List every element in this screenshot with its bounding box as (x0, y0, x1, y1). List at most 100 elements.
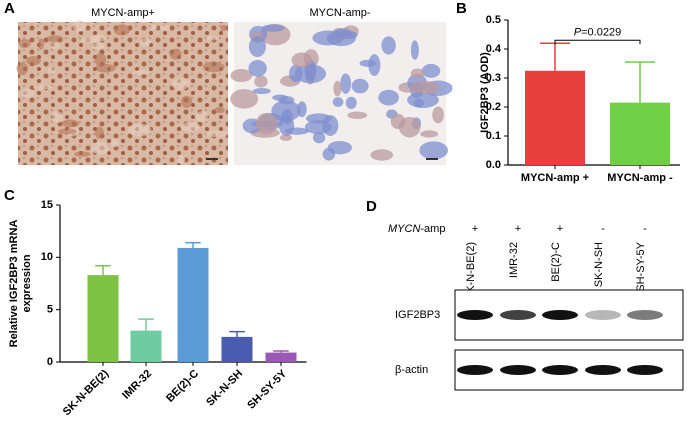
ihc-stain (378, 89, 399, 106)
ihc-stain (332, 97, 344, 107)
bar (87, 275, 119, 362)
x-tick-label: SK-N-SH (204, 368, 245, 409)
y-tick-label: 0.0 (486, 159, 501, 171)
blot-band (500, 365, 536, 375)
ihc-stain (407, 91, 439, 109)
status-sign: - (643, 223, 647, 235)
ihc-stain (140, 37, 151, 47)
ihc-image-positive (18, 22, 228, 165)
ihc-stain (254, 75, 268, 88)
status-label-italic: MYCN (388, 223, 420, 235)
ihc-stain (61, 119, 80, 128)
ihc-stain (327, 140, 352, 155)
p-value-rest: =0.0229 (581, 26, 621, 38)
y-axis-label: Relative IGF2BP3 mRNA (8, 220, 20, 348)
ihc-stain (51, 111, 64, 123)
ihc-stain (169, 48, 182, 60)
y-axis-label: expression (21, 254, 33, 312)
image-title: MYCN-amp+ (91, 7, 155, 19)
bar (177, 247, 209, 362)
bar (265, 352, 297, 362)
ihc-stain (214, 106, 225, 114)
ihc-stain (340, 73, 352, 94)
ihc-stain (291, 52, 313, 68)
ihc-stain (181, 121, 200, 132)
bar (130, 330, 162, 362)
ihc-stain (72, 20, 87, 32)
panel-label: D (366, 198, 377, 215)
ihc-stain (421, 63, 441, 78)
ihc-stain (202, 61, 225, 73)
ihc-stain (413, 98, 424, 108)
ihc-stain (297, 101, 307, 118)
ihc-stain (359, 59, 377, 67)
row-label: β-actin (395, 364, 428, 376)
status-sign: - (601, 223, 605, 235)
blot-band (627, 310, 663, 320)
x-tick-label: SK-N-BE(2) (61, 367, 112, 418)
ihc-stain (25, 56, 41, 66)
ihc-stain (230, 89, 259, 109)
panel-label: C (4, 187, 15, 204)
ihc-stain (272, 94, 288, 101)
blot-band (542, 365, 578, 375)
blot-band (542, 310, 578, 320)
row-label: IGF2BP3 (395, 309, 440, 321)
ihc-stain (20, 88, 35, 98)
significance-bracket (554, 39, 641, 45)
blot-band (627, 365, 663, 375)
image-title: MYCN-amp- (309, 7, 370, 19)
ihc-stain (47, 66, 56, 75)
ihc-stain (304, 120, 332, 135)
ihc-stain (111, 138, 119, 148)
ihc-stain (73, 151, 91, 157)
panel-label: A (4, 0, 15, 17)
ihc-stain (37, 38, 45, 50)
status-sign: + (515, 223, 521, 235)
ihc-stain (294, 64, 327, 84)
x-tick-label: MYCN-amp - (607, 172, 673, 184)
ihc-stain (370, 149, 394, 161)
ihc-stain (248, 59, 267, 77)
p-value-italic: P (574, 26, 582, 38)
ihc-stain (113, 24, 131, 36)
lane-label: BE(2)-C (550, 242, 562, 282)
x-tick-label: IMR-32 (120, 368, 154, 402)
ihc-images (16, 20, 453, 165)
ihc-stain (19, 39, 31, 49)
ihc-stain (338, 30, 358, 40)
ihc-stain (255, 112, 278, 135)
ihc-stain (345, 96, 357, 109)
blot-band (585, 365, 621, 375)
status-label-rest: -amp (420, 223, 445, 235)
y-tick-label: 5 (47, 304, 53, 316)
ihc-stain (205, 130, 229, 137)
y-tick-label: 0.5 (486, 14, 501, 26)
ihc-stain (420, 130, 439, 138)
ihc-stain (94, 126, 104, 139)
ihc-stain (220, 24, 227, 32)
ihc-stain (248, 36, 266, 58)
p-value: P=0.0229 (574, 26, 621, 38)
ihc-stain (312, 131, 326, 144)
ihc-stain (230, 68, 253, 83)
y-tick-label: 0 (47, 356, 53, 368)
ihc-stain (398, 116, 421, 138)
ihc-stain (132, 70, 150, 76)
ihc-stain (92, 42, 105, 50)
ihc-stain (261, 24, 285, 32)
status-label: MYCN-amp (388, 223, 445, 235)
ihc-stain (180, 95, 193, 108)
blot-band (500, 310, 536, 320)
ihc-stain (195, 111, 209, 123)
ihc-stain (252, 88, 271, 95)
ihc-stain (206, 35, 219, 41)
ihc-stain (351, 78, 369, 94)
ihc-stain (381, 36, 396, 55)
ihc-stain (279, 134, 292, 141)
ihc-stain (90, 141, 110, 155)
lane-label: SH-SY-5Y (635, 241, 647, 291)
scale-bar (206, 158, 218, 160)
ihc-stain (177, 155, 186, 165)
ihc-stain (410, 80, 440, 94)
